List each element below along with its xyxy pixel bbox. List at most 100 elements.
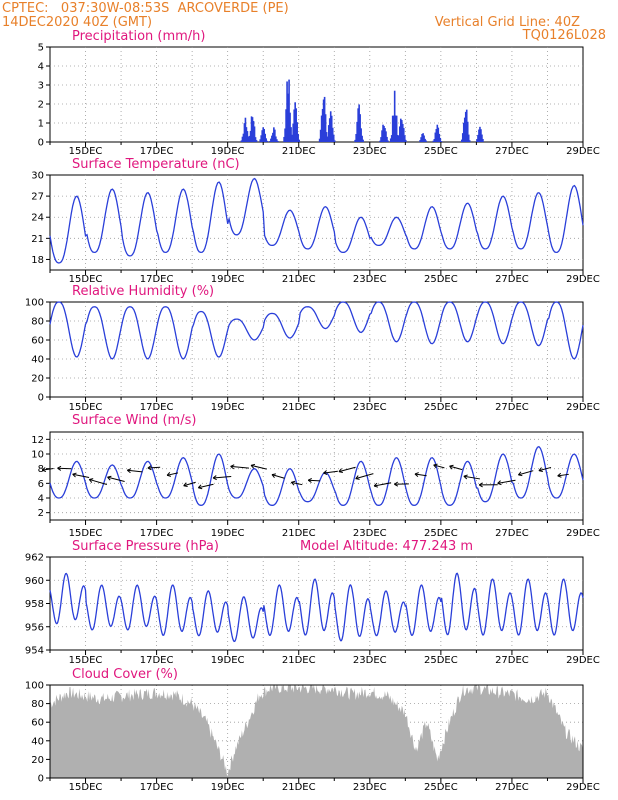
precip-bar: [275, 136, 277, 142]
precip-bar: [283, 136, 285, 142]
wind-vector: [250, 464, 267, 470]
precip-bar: [421, 134, 423, 142]
precip-bar: [246, 131, 249, 142]
x-tick-label: 25DEC: [424, 655, 458, 666]
y-tick-label: 1: [38, 119, 44, 130]
y-tick-label: 20: [31, 755, 44, 766]
precip-bar: [480, 129, 482, 142]
precip-bar: [359, 114, 361, 142]
precip-bar: [290, 127, 292, 142]
precip-bar: [463, 117, 466, 142]
wind-vector-head: [497, 482, 502, 486]
wind-vector: [308, 479, 321, 482]
precip-bar: [395, 115, 398, 142]
precip-bar: [252, 121, 255, 142]
precip-bar: [404, 139, 407, 142]
x-tick-label: 23DEC: [353, 782, 387, 793]
precip-bar: [432, 140, 435, 142]
precip-bar: [264, 133, 266, 142]
precip-bar: [400, 120, 403, 142]
series-line: [49, 445, 584, 506]
series-line: [49, 301, 584, 360]
x-tick-label: 21DEC: [282, 782, 316, 793]
precip-bar: [329, 111, 332, 142]
wind-vector: [463, 475, 481, 480]
wind-vector-head: [72, 473, 76, 478]
y-tick-label: 2: [38, 508, 44, 519]
panel-frame: [49, 556, 584, 651]
precip-bar: [320, 115, 323, 142]
x-tick-label: 15DEC: [69, 146, 103, 157]
wind-vector-head: [478, 482, 483, 486]
wind-vector-head: [290, 481, 295, 486]
precip-bar: [328, 118, 331, 142]
precip-bar: [420, 137, 422, 142]
header-left-line2: 14DEC2020 40Z (GMT): [2, 15, 153, 30]
x-tick-label: 27DEC: [495, 146, 529, 157]
precip-bar: [380, 137, 382, 142]
wind-vector: [374, 482, 392, 487]
precip-bar: [319, 129, 322, 142]
wind-vector: [147, 466, 161, 469]
wind-vector-head: [271, 473, 277, 476]
precip-bar: [327, 125, 330, 142]
wind-vector-head: [183, 482, 187, 487]
wind-vector: [198, 483, 214, 489]
wind-vector-head: [449, 464, 454, 467]
precip-bar: [467, 134, 470, 142]
y-tick-label: 100: [25, 298, 44, 309]
panel-frame: [49, 431, 584, 521]
wind-vector: [323, 470, 338, 474]
x-tick-label: 21DEC: [282, 528, 316, 539]
precip-bar: [422, 133, 424, 142]
wind-vector: [213, 475, 232, 479]
wind-vector-head: [291, 480, 296, 483]
precip-bar: [285, 109, 287, 142]
x-tick-label: 29DEC: [566, 402, 600, 413]
precip-bar: [433, 138, 436, 142]
y-tick-label: 80: [31, 699, 44, 710]
precip-bar: [355, 133, 357, 142]
precip-bar: [262, 127, 264, 142]
y-tick-label: 10: [31, 450, 44, 461]
y-tick-label: 8: [38, 464, 44, 475]
series-line: [49, 177, 584, 264]
precip-bar: [437, 127, 440, 142]
precip-bar: [255, 140, 258, 142]
y-tick-label: 27: [31, 192, 44, 203]
wind-vector-head: [250, 464, 255, 469]
precip-bar: [357, 108, 359, 142]
wind-vector: [518, 470, 534, 476]
x-tick-label: 21DEC: [282, 655, 316, 666]
wind-vector-head: [147, 465, 152, 469]
panel-frame: [49, 301, 584, 398]
wind-vector-head: [538, 467, 542, 471]
panel-5: 954 956 958 960 962 15DEC 17DEC 19DEC 21DEC 23DEC…: [25, 539, 600, 666]
wind-vector-head: [394, 483, 399, 487]
x-tick-label: 17DEC: [140, 274, 174, 285]
x-tick-label: 27DEC: [495, 274, 529, 285]
precip-bar: [253, 126, 256, 142]
wind-vector: [338, 466, 356, 473]
wind-vector: [107, 476, 125, 482]
precip-bar: [265, 138, 267, 142]
wind-vector-head: [107, 475, 112, 478]
precip-bar: [277, 140, 279, 142]
y-tick-label: 80: [31, 317, 44, 328]
wind-vector-head: [557, 475, 562, 478]
precip-bar: [296, 122, 298, 142]
y-tick-label: 21: [31, 234, 44, 245]
y-tick-label: 958: [25, 599, 44, 610]
precip-bar: [250, 116, 253, 142]
wind-vector: [72, 473, 90, 479]
precip-bar: [247, 136, 250, 142]
precip-bar: [276, 139, 278, 142]
wind-vector-head: [212, 475, 217, 479]
precip-bar: [464, 111, 467, 142]
wind-vector: [449, 465, 463, 471]
precip-bar: [254, 137, 257, 142]
x-tick-label: 25DEC: [424, 782, 458, 793]
panel-title: Surface Wind (m/s): [72, 413, 196, 428]
wind-vector-head: [41, 467, 46, 471]
wind-vector-head: [307, 477, 312, 481]
